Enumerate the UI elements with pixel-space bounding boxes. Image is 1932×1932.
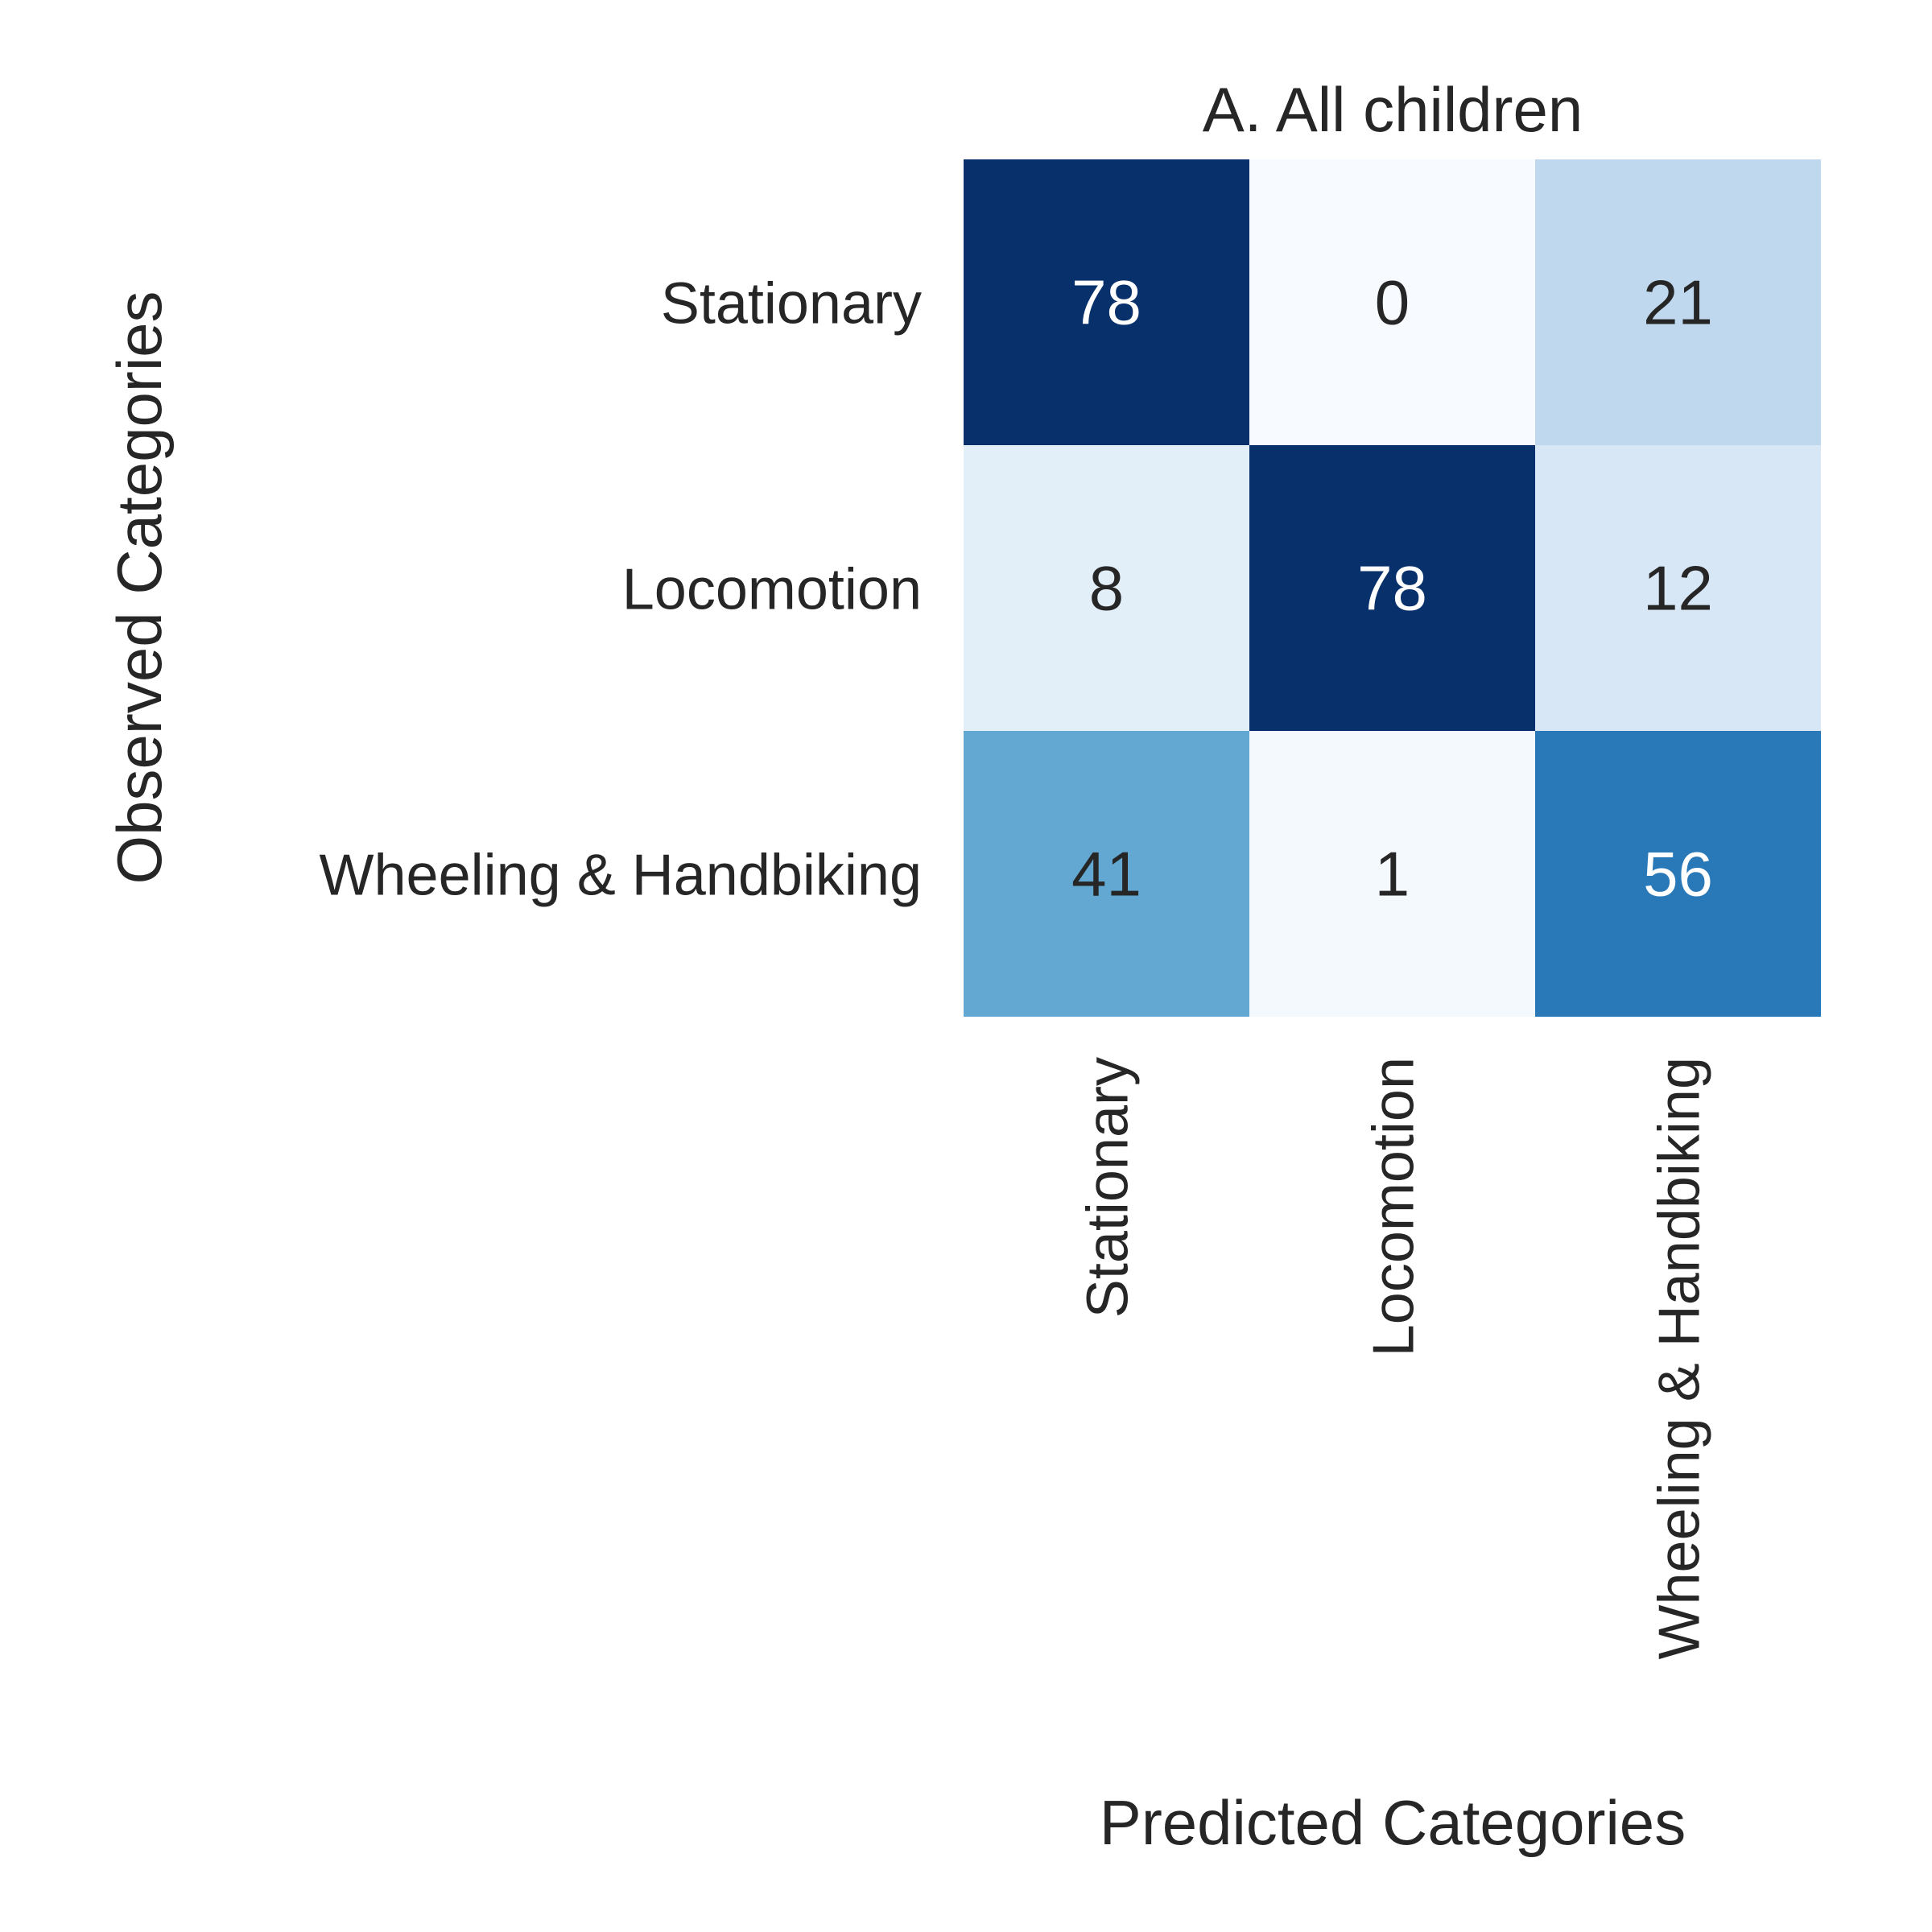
cell-value-label: 1 (1375, 839, 1410, 910)
heatmap-cell (1535, 731, 1821, 1017)
x-tick-label: Wheeling & Handbiking (1648, 1057, 1712, 1659)
chart-title: A. All children (1203, 74, 1583, 145)
heatmap-cell (1249, 159, 1535, 445)
y-axis-label: Observed Categories (104, 291, 175, 884)
x-tick-label: Stationary (1076, 1057, 1141, 1318)
cell-value-label: 78 (1357, 553, 1427, 624)
y-tick-label: Wheeling & Handbiking (320, 844, 922, 908)
cell-value-label: 56 (1643, 839, 1713, 910)
cell-value-label: 12 (1643, 553, 1713, 624)
x-axis-label: Predicted Categories (1100, 1787, 1686, 1858)
cell-value-label: 0 (1375, 267, 1410, 338)
cell-value-labels: 78 0 21 8 78 12 41 1 56 (1071, 267, 1713, 910)
y-tick-label: Stationary (661, 272, 922, 336)
cell-value-label: 8 (1089, 553, 1124, 624)
cell-value-label: 41 (1071, 839, 1141, 910)
y-axis-ticks: Stationary Locomotion Wheeling & Handbikin… (320, 272, 922, 908)
heatmap-cell (1249, 445, 1535, 731)
x-axis-ticks: Stationary Locomotion Wheeling & Handbikin… (1076, 1057, 1712, 1659)
heatmap-cell (1535, 159, 1821, 445)
heatmap-cell (1535, 445, 1821, 731)
cell-value-label: 21 (1643, 267, 1713, 338)
x-tick-label: Locomotion (1362, 1057, 1426, 1356)
heatmap-cell (964, 731, 1249, 1017)
heatmap-cell (1249, 731, 1535, 1017)
y-tick-label: Locomotion (622, 558, 922, 622)
cell-value-label: 78 (1071, 267, 1141, 338)
heatmap-cell (964, 159, 1249, 445)
heatmap-cell (964, 445, 1249, 731)
heatmap-cells (964, 159, 1821, 1017)
